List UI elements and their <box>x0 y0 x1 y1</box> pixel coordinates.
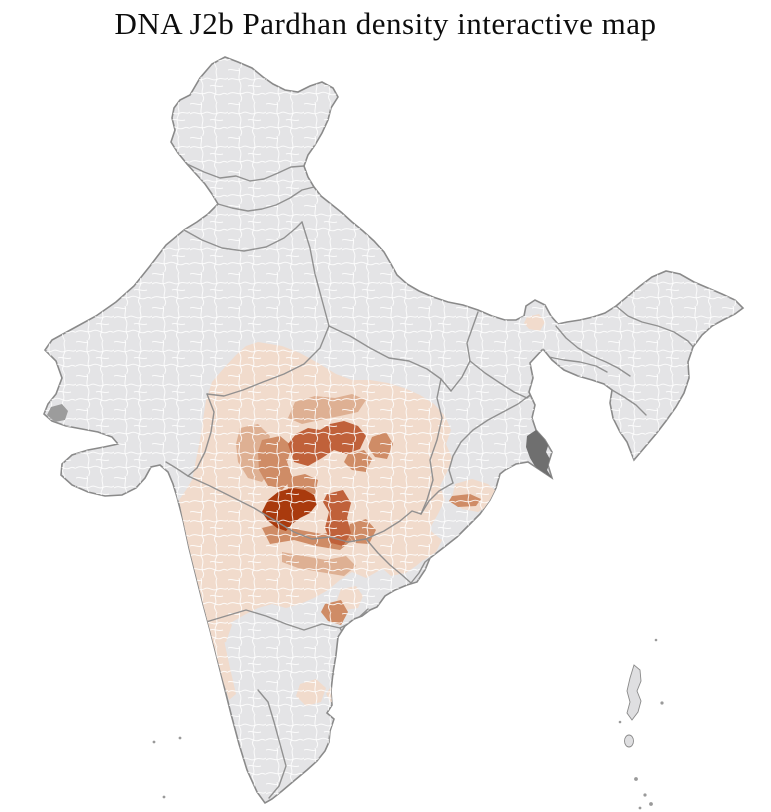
islet-dots <box>152 638 664 810</box>
sundarbans-delta[interactable] <box>526 430 552 478</box>
map-title: DNA J2b Pardhan density interactive map <box>114 6 657 41</box>
district-mesh-overlay <box>44 57 743 803</box>
andaman-nicobar-islands[interactable] <box>624 664 642 748</box>
rann-of-kutch-patch[interactable] <box>47 404 68 422</box>
